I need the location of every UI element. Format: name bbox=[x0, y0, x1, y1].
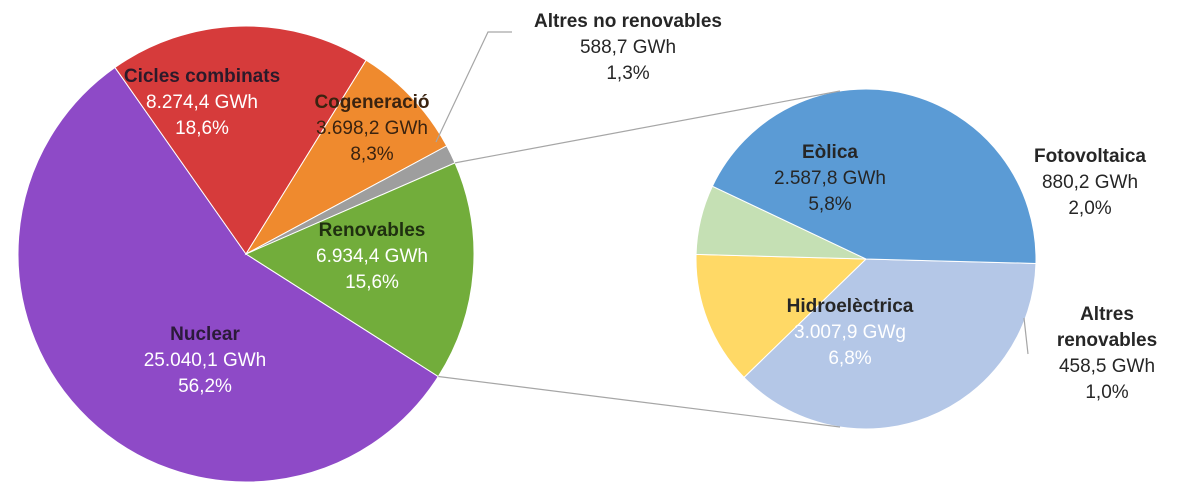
main-slice-renovables bbox=[244, 162, 475, 378]
fotovoltaica-name-label: Fotovoltaica bbox=[1034, 146, 1146, 167]
nuclear-percent-label: 56,2% bbox=[178, 376, 232, 397]
hidroelectrica-value-label: 3.007,9 GWg bbox=[794, 322, 906, 343]
hidroelectrica-name-label: Hidroelèctrica bbox=[787, 296, 914, 317]
altres-renovables-percent-label: 1,0% bbox=[1085, 382, 1128, 403]
main-slice-cogeneracio bbox=[244, 59, 448, 256]
altres-no-renovables-percent-label: 1,3% bbox=[606, 63, 649, 84]
connector-line-top bbox=[454, 90, 841, 164]
cicles-combinats-value-label: 8.274,4 GWh bbox=[146, 92, 258, 113]
main-pie bbox=[17, 25, 475, 483]
slice-labels: Nuclear 25.040,1 GWh 56,2% Cicles combinats… bbox=[124, 11, 1157, 403]
renovables-name-label: Renovables bbox=[319, 220, 426, 241]
connector-lines bbox=[435, 31, 1029, 428]
altres-no-renovables-name-label: Altres no renovables bbox=[534, 11, 722, 32]
cogeneracio-percent-label: 8,3% bbox=[350, 144, 393, 165]
eolica-value-label: 2.587,8 GWh bbox=[774, 168, 886, 189]
renovables-percent-label: 15,6% bbox=[345, 272, 399, 293]
altres-no-renovables-value-label: 588,7 GWh bbox=[580, 37, 676, 58]
leader-line-altres-no-renovables bbox=[435, 31, 512, 143]
leader-line-altres-renovables bbox=[1023, 317, 1029, 355]
connector-line-bottom bbox=[438, 375, 841, 428]
altres-renovables-name-label-2: renovables bbox=[1057, 330, 1157, 351]
fotovoltaica-value-label: 880,2 GWh bbox=[1042, 172, 1138, 193]
cogeneracio-value-label: 3.698,2 GWh bbox=[316, 118, 428, 139]
eolica-percent-label: 5,8% bbox=[808, 194, 851, 215]
main-slice-cicles-combinats bbox=[114, 25, 367, 255]
cicles-combinats-percent-label: 18,6% bbox=[175, 118, 229, 139]
cicles-combinats-name-label: Cicles combinats bbox=[124, 66, 280, 87]
sub-slice-eolica bbox=[743, 258, 1037, 430]
sub-slice-fotovoltaica bbox=[695, 253, 868, 379]
renovables-value-label: 6.934,4 GWh bbox=[316, 246, 428, 267]
main-slice-nuclear bbox=[17, 66, 439, 483]
eolica-name-label: Eòlica bbox=[802, 142, 858, 163]
renewables-sub-pie bbox=[695, 88, 1037, 430]
altres-renovables-name-label-1: Altres bbox=[1080, 304, 1134, 325]
hidroelectrica-percent-label: 6,8% bbox=[828, 348, 871, 369]
cogeneracio-name-label: Cogeneració bbox=[314, 92, 429, 113]
nuclear-value-label: 25.040,1 GWh bbox=[144, 350, 267, 371]
altres-renovables-value-label: 458,5 GWh bbox=[1059, 356, 1155, 377]
fotovoltaica-percent-label: 2,0% bbox=[1068, 198, 1111, 219]
nuclear-name-label: Nuclear bbox=[170, 324, 240, 345]
sub-slice-hidroelectrica bbox=[711, 88, 1037, 264]
